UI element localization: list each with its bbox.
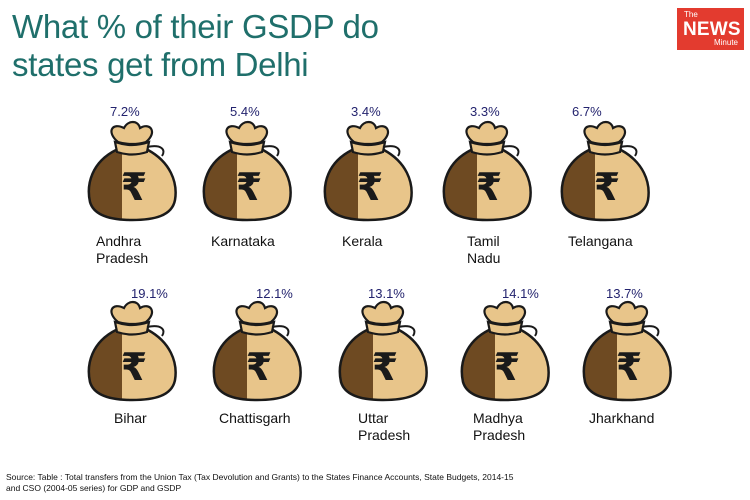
bag-string xyxy=(146,145,165,157)
state-label: Karnataka xyxy=(211,233,275,249)
bag-string xyxy=(397,325,416,337)
state-label: Bihar xyxy=(114,410,147,426)
bag-top xyxy=(225,120,269,146)
bag-outline xyxy=(87,328,177,402)
state-label: Madhya Pradesh xyxy=(473,410,526,443)
state-label: Andhra Pradesh xyxy=(96,233,149,266)
bag-outline xyxy=(202,148,292,222)
bag-outline xyxy=(323,148,413,222)
title-line-1: What % of their GSDP do xyxy=(12,8,379,45)
state-label: Uttar Pradesh xyxy=(358,410,411,443)
money-bag-10: ₹ xyxy=(582,300,672,402)
rupee-symbol: ₹ xyxy=(121,165,147,209)
bag-outline xyxy=(212,328,302,402)
money-bag-7: ₹ xyxy=(212,300,302,402)
rupee-symbol: ₹ xyxy=(357,165,383,209)
bag-string xyxy=(146,325,165,337)
logo-minute: Minute xyxy=(713,38,738,47)
bag-string xyxy=(619,145,638,157)
value-label: 5.4% xyxy=(230,104,260,119)
bag-top xyxy=(110,120,154,146)
bag-string xyxy=(261,145,280,157)
value-label: 13.7% xyxy=(606,286,643,301)
state-label: Kerala xyxy=(342,233,383,249)
chart-title: What % of their GSDP do states get from … xyxy=(12,8,379,84)
bag-string xyxy=(501,145,520,157)
rupee-symbol: ₹ xyxy=(121,345,147,389)
rupee-symbol: ₹ xyxy=(246,345,272,389)
bag-outline xyxy=(582,328,672,402)
bag-shadow xyxy=(461,330,495,400)
bag-string xyxy=(382,145,401,157)
rupee-symbol: ₹ xyxy=(372,345,398,389)
bag-top xyxy=(346,120,390,146)
bag-outline xyxy=(442,148,532,222)
bag-shadow xyxy=(339,330,373,400)
rupee-symbol: ₹ xyxy=(476,165,502,209)
value-label: 14.1% xyxy=(502,286,539,301)
title-line-2: states get from Delhi xyxy=(12,46,309,83)
bag-shadow xyxy=(324,150,358,220)
state-label: Telangana xyxy=(568,233,633,249)
bag-top xyxy=(483,300,527,326)
news-minute-logo: The NEWS Minute xyxy=(677,8,744,50)
bag-shadow xyxy=(203,150,237,220)
rupee-symbol: ₹ xyxy=(616,345,642,389)
state-label: Jharkhand xyxy=(589,410,655,426)
value-label: 19.1% xyxy=(131,286,168,301)
value-label: 13.1% xyxy=(368,286,405,301)
bag-shadow xyxy=(88,330,122,400)
money-bag-3: ₹ xyxy=(323,120,413,222)
bag-top xyxy=(361,300,405,326)
bag-shadow xyxy=(583,330,617,400)
state-label: Chattisgarh xyxy=(219,410,291,426)
bag-outline xyxy=(338,328,428,402)
money-bag-4: ₹ xyxy=(442,120,532,222)
bag-top xyxy=(605,300,649,326)
bag-shadow xyxy=(88,150,122,220)
state-label: Tamil Nadu xyxy=(467,233,501,266)
logo-the: The xyxy=(684,10,698,19)
bag-top xyxy=(583,120,627,146)
bag-shadow xyxy=(443,150,477,220)
value-label: 3.4% xyxy=(351,104,381,119)
rupee-symbol: ₹ xyxy=(594,165,620,209)
rupee-symbol: ₹ xyxy=(236,165,262,209)
bag-string xyxy=(271,325,290,337)
bag-shadow xyxy=(561,150,595,220)
money-bag-5: ₹ xyxy=(560,120,650,222)
source-note: Source: Table : Total transfers from the… xyxy=(6,472,514,493)
bag-outline xyxy=(460,328,550,402)
value-label: 12.1% xyxy=(256,286,293,301)
rupee-symbol: ₹ xyxy=(494,345,520,389)
bag-outline xyxy=(87,148,177,222)
value-label: 6.7% xyxy=(572,104,602,119)
value-label: 7.2% xyxy=(110,104,140,119)
value-label: 3.3% xyxy=(470,104,500,119)
bag-top xyxy=(235,300,279,326)
bag-top xyxy=(465,120,509,146)
money-bag-8: ₹ xyxy=(338,300,428,402)
logo-news: NEWS xyxy=(683,19,741,40)
money-bag-2: ₹ xyxy=(202,120,292,222)
money-bag-6: ₹ xyxy=(87,300,177,402)
bag-outline xyxy=(560,148,650,222)
bag-string xyxy=(519,325,538,337)
bag-top xyxy=(110,300,154,326)
bag-string xyxy=(641,325,660,337)
bag-shadow xyxy=(213,330,247,400)
money-bag-9: ₹ xyxy=(460,300,550,402)
money-bag-1: ₹ xyxy=(87,120,177,222)
